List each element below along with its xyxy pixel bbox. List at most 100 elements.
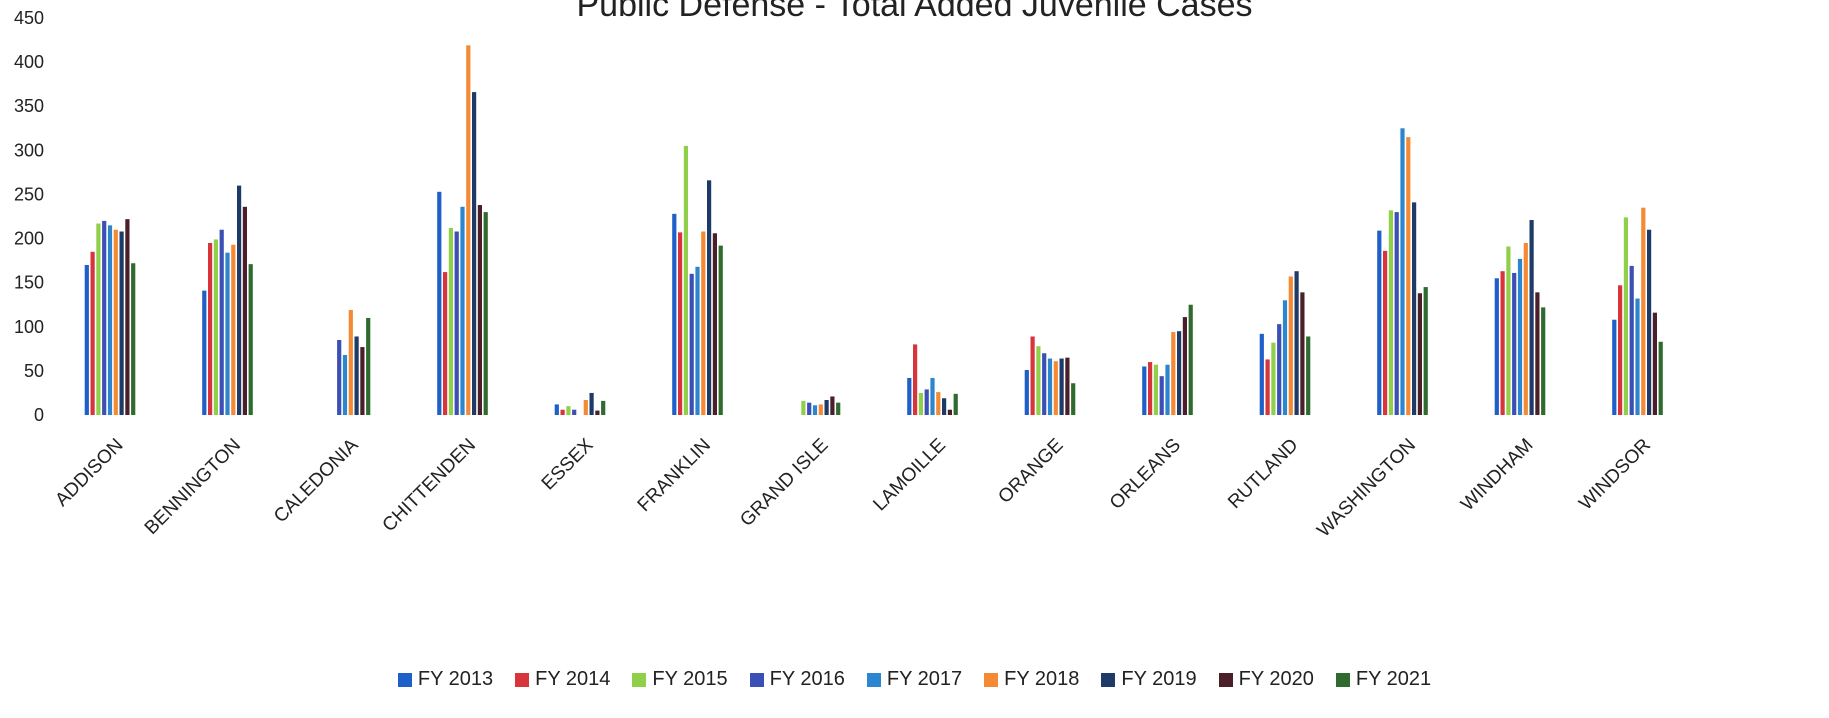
bar-bennington-fy-2015 — [213, 239, 218, 415]
bar-bennington-fy-2019 — [237, 185, 242, 415]
bar-bennington-fy-2013 — [202, 290, 207, 415]
legend-swatch — [1335, 672, 1350, 687]
bar-bennington-fy-2016 — [219, 229, 224, 415]
bar-orleans-fy-2019 — [1177, 331, 1182, 415]
bar-chittenden-fy-2018 — [466, 45, 471, 415]
x-tick-label: GRAND ISLE — [736, 435, 832, 531]
bar-orleans-fy-2017 — [1165, 364, 1170, 415]
bar-rutland-fy-2015 — [1271, 342, 1276, 415]
bar-franklin-fy-2015 — [683, 145, 688, 416]
y-tick-label: 400 — [14, 52, 44, 72]
bar-windsor-fy-2014 — [1618, 285, 1623, 415]
bar-essex-fy-2013 — [554, 404, 559, 415]
bar-lamoille-fy-2021 — [953, 393, 958, 415]
bar-chittenden-fy-2014 — [443, 272, 448, 415]
bar-bennington-fy-2021 — [248, 264, 253, 415]
legend-item: FY 2015 — [632, 668, 728, 691]
bar-addison-fy-2017 — [107, 225, 113, 415]
bar-caledonia-fy-2018 — [348, 310, 353, 415]
bar-addison-fy-2016 — [102, 220, 107, 415]
bar-bennington-fy-2018 — [231, 244, 236, 415]
legend-swatch — [397, 672, 412, 687]
legend-label: FY 2021 — [1355, 668, 1432, 690]
bar-grand-isle-fy-2017 — [812, 405, 818, 415]
bar-essex-fy-2020 — [595, 410, 600, 415]
bar-essex-fy-2015 — [566, 406, 571, 415]
bar-lamoille-fy-2020 — [947, 409, 952, 415]
bar-grand-isle-fy-2016 — [807, 402, 812, 415]
bar-rutland-fy-2017 — [1282, 300, 1288, 415]
bar-washington-fy-2013 — [1377, 230, 1382, 415]
x-tick-label: BENNINGTON — [141, 435, 245, 539]
legend-label: FY 2019 — [1121, 668, 1197, 690]
x-tick-label: WASHINGTON — [1313, 435, 1420, 542]
bar-orange-fy-2018 — [1053, 361, 1058, 415]
bar-windham-fy-2021 — [1541, 307, 1546, 415]
bar-windham-fy-2018 — [1523, 242, 1528, 415]
bar-orleans-fy-2014 — [1148, 362, 1153, 415]
bar-essex-fy-2021 — [601, 400, 606, 415]
legend-item: FY 2019 — [1101, 668, 1197, 691]
bar-rutland-fy-2018 — [1288, 276, 1293, 415]
legend-label: FY 2013 — [417, 668, 494, 690]
bar-franklin-fy-2018 — [701, 231, 706, 415]
x-tick-label: RUTLAND — [1224, 435, 1302, 513]
bar-caledonia-fy-2021 — [366, 317, 371, 415]
bar-chittenden-fy-2020 — [477, 205, 482, 415]
bar-windham-fy-2017 — [1517, 258, 1523, 415]
bar-washington-fy-2015 — [1388, 210, 1393, 415]
bar-chittenden-fy-2015 — [448, 227, 453, 415]
bar-orange-fy-2014 — [1030, 336, 1035, 415]
legend-swatch — [866, 672, 881, 687]
legend-swatch — [749, 672, 764, 687]
bar-washington-fy-2014 — [1383, 250, 1388, 415]
bar-chittenden-fy-2019 — [472, 92, 477, 416]
bar-lamoille-fy-2018 — [936, 392, 941, 415]
bar-washington-fy-2021 — [1423, 287, 1428, 415]
bar-grand-isle-fy-2018 — [818, 404, 823, 415]
bar-bennington-fy-2020 — [242, 206, 247, 415]
bar-windsor-fy-2017 — [1635, 298, 1640, 415]
bar-caledonia-fy-2020 — [360, 347, 365, 415]
bar-franklin-fy-2016 — [689, 273, 694, 415]
bar-essex-fy-2018 — [583, 400, 588, 415]
bar-windsor-fy-2016 — [1629, 265, 1634, 415]
bar-lamoille-fy-2014 — [913, 344, 918, 415]
y-tick-label: 200 — [14, 229, 44, 249]
bar-orleans-fy-2018 — [1171, 332, 1176, 415]
y-tick-label: 100 — [14, 317, 44, 337]
bar-windham-fy-2019 — [1529, 220, 1534, 415]
bar-caledonia-fy-2016 — [337, 340, 342, 415]
bar-essex-fy-2014 — [560, 409, 565, 415]
bar-washington-fy-2017 — [1400, 128, 1405, 415]
legend-label: FY 2014 — [535, 668, 611, 690]
bar-orange-fy-2013 — [1024, 370, 1029, 415]
y-tick-label: 350 — [14, 96, 44, 116]
bar-lamoille-fy-2016 — [924, 389, 929, 415]
bar-grand-isle-fy-2015 — [801, 400, 806, 415]
bar-orange-fy-2016 — [1042, 353, 1047, 415]
bar-essex-fy-2016 — [572, 409, 577, 415]
bar-chittenden-fy-2016 — [454, 231, 459, 415]
legend: FY 2013 FY 2014 FY 2015 FY 2016 FY 2017 FY 20… — [0, 668, 1829, 691]
bar-addison-fy-2018 — [113, 229, 118, 415]
legend-item: FY 2016 — [749, 668, 845, 691]
bar-orleans-fy-2013 — [1142, 366, 1147, 415]
bar-addison-fy-2020 — [125, 219, 130, 415]
bar-orange-fy-2021 — [1071, 383, 1076, 415]
bar-orange-fy-2020 — [1065, 357, 1070, 415]
y-tick-label: 450 — [14, 8, 44, 28]
bar-windsor-fy-2015 — [1623, 217, 1628, 415]
x-tick-label: LAMOILLE — [869, 435, 950, 516]
bar-orange-fy-2017 — [1047, 358, 1053, 415]
bar-addison-fy-2021 — [131, 263, 136, 415]
x-tick-label: CALEDONIA — [270, 434, 363, 527]
bar-orleans-fy-2020 — [1182, 317, 1187, 415]
bar-washington-fy-2020 — [1417, 293, 1422, 415]
bar-windsor-fy-2019 — [1647, 229, 1652, 415]
legend-label: FY 2016 — [769, 668, 845, 690]
legend-item: FY 2020 — [1218, 668, 1314, 691]
legend-label: FY 2017 — [886, 668, 963, 690]
legend-item: FY 2013 — [397, 668, 494, 691]
